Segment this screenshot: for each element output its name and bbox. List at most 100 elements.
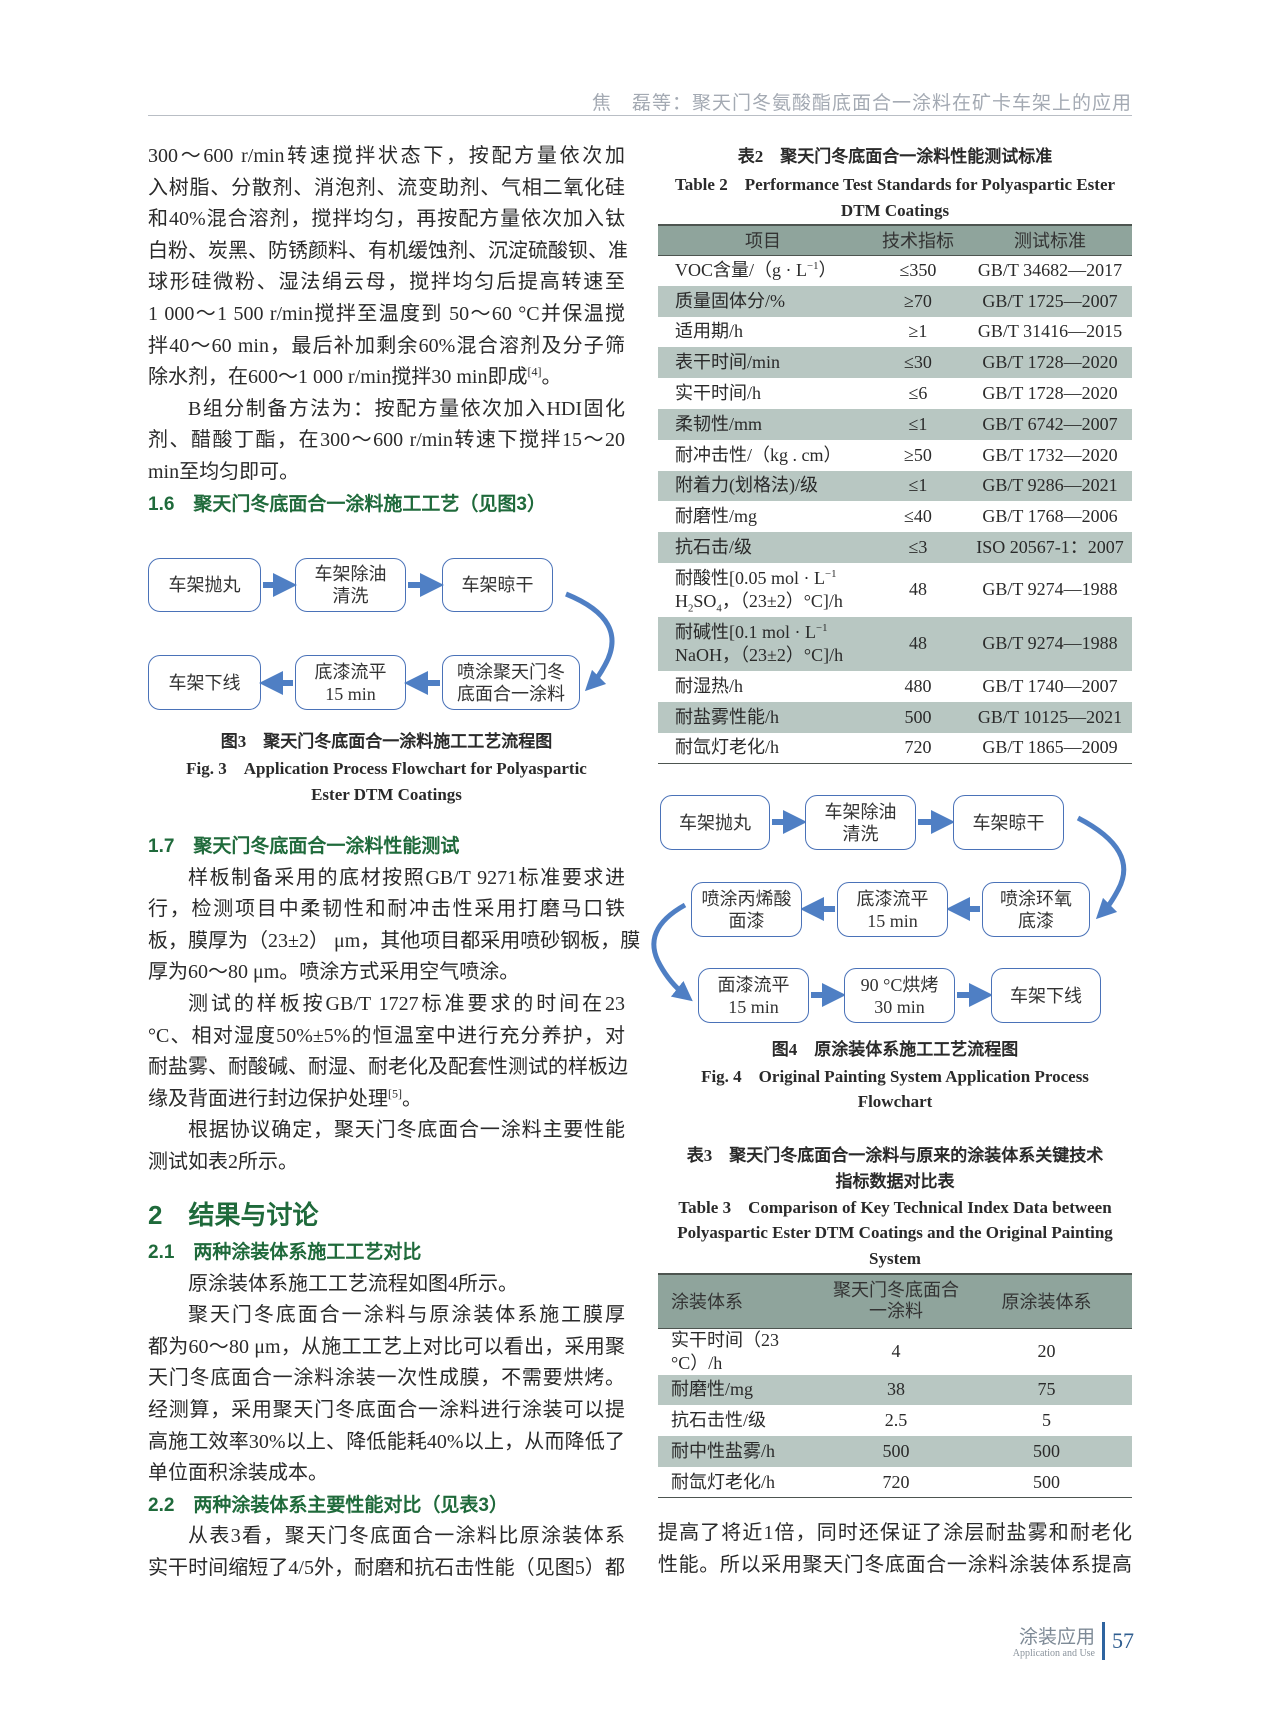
cell-original: 75 [961,1374,1132,1406]
cell-standard: GB/T 31416—2015 [977,321,1123,342]
text-line: 厚为60～80 μm。喷涂方式采用空气喷涂。 [148,961,520,984]
table-2-header: 技术指标 [868,225,968,256]
subscript: 4 [716,602,722,615]
cell-spec: ≤350 [899,260,937,281]
flow-step-label: 车架晾干 [461,575,534,595]
table-row: 附着力(划格法)/级 ≤1 GB/T 9286—2021 [658,470,1132,502]
cell-item: 耐氙灯老化/h [658,733,868,764]
superscript: [5] [388,1086,402,1101]
text-run: 耐冲击性/（kg . cm） [675,444,842,465]
table-2-title-cn: 表2 聚天门冬底面合一涂料性能测试标准 [737,147,1053,166]
text-line: 都为60～80 μm，从施工工艺上对比可以看出，采用聚 [148,1335,625,1358]
text-run: 。 [402,1087,422,1110]
cell-spec: 720 [904,737,932,758]
cell-item: 耐酸性[0.05 mol · L−1 H2SO4，（23±2）°C]/h [658,563,868,617]
cell-item: 实干时间/h [658,378,868,409]
page-number: 57 [1112,1628,1134,1653]
table-3-title-en-3: System [869,1249,921,1268]
cell-spec: ≤1 [868,470,968,502]
text-line: 单位面积涂装成本。 [148,1462,328,1485]
cell-item: 耐碱性[0.1 mol · L−1 NaOH，（23±2）°C]/h [658,616,868,671]
flow-step-label: 底漆 [1018,910,1054,931]
text-line: B组分制备方法为：按配方量依次加入HDI固化 [188,397,625,420]
table-row: 耐酸性[0.05 mol · L−1 H2SO4，（23±2）°C]/h 48 GB/… [658,563,1132,617]
flow-step-label: 面漆 [728,910,765,931]
cell-standard: GB/T 1768—2006 [982,506,1118,527]
section-2-heading: 2 结果与讨论 [148,1200,319,1230]
text-run: 缘及背面进行封边保护处理 [148,1087,388,1110]
table-row: 耐磨性/mg 38 75 [658,1374,1132,1406]
flow-step: 喷涂环氧 底漆 [982,882,1090,937]
left-block-1: 300～600 r/min转速搅拌状态下，按配方量依次加 入树脂、分散剂、消泡剂、… [148,141,628,520]
cell-standard: GB/T 10125—2021 [968,701,1132,733]
text-run: 耐酸性[0.05 mol · L [675,567,825,588]
figure-3-caption-cn: 图3 聚天门冬底面合一涂料施工工艺流程图 [220,732,553,751]
cell-original: 500 [961,1436,1132,1467]
cell-item: 抗石击/级 [658,532,868,563]
text-line: 实干时间缩短了4/5外，耐磨和抗石击性能（见图5）都 [148,1556,625,1579]
cell-item: 耐湿热/h [658,671,868,702]
cell-standard: GB/T 1732—2020 [982,444,1118,465]
cell-item: 耐中性盐雾/h [658,1436,831,1467]
text-run: 耐盐雾性能/h [675,706,780,727]
text-run: 抗石击/级 [675,537,753,558]
cell-item: 柔韧性/mm [658,408,868,440]
cell-polyaspartic: 2.5 [884,1410,908,1431]
cell-polyaspartic: 4 [891,1341,901,1361]
section-heading: 1.6 聚天门冬底面合一涂料施工工艺（见图3） [148,493,546,515]
text-line: 球形硅微粉、湿法绢云母，搅拌均匀后提高转速至 [148,271,625,294]
cell-spec: 48 [868,616,968,671]
text-line: min至均匀即可。 [148,460,300,483]
curved-arrow-icon [565,591,615,692]
flow-step-label: 喷涂聚天门冬 [457,661,565,682]
left-block-2: 1.7 聚天门冬底面合一涂料性能测试 样板制备采用的底材按照GB/T 9271标准… [148,831,641,1179]
figure-3-caption-en-1: Fig. 3 Application Process Flowchart for… [186,759,587,778]
superscript: −1 [816,621,828,634]
flow-step-label: 车架晾干 [972,812,1045,833]
table-row: 耐碱性[0.1 mol · L−1 NaOH，（23±2）°C]/h 48 GB/T … [658,616,1132,671]
flow-step: 底漆流平 15 min [295,655,406,710]
table-row: 表干时间/min ≤30 GB/T 1728—2020 [658,347,1132,379]
text-line: 板，膜厚为（23±2） μm，其他项目都采用喷砂钢板，膜 [148,929,641,952]
flow-step: 车架除油 清洗 [295,558,406,612]
figure-4-caption-cn: 图4 原涂装体系施工工艺流程图 [771,1040,1019,1059]
figure-4-caption-en-2: Flowchart [857,1092,933,1111]
text-line: 原涂装体系施工工艺流程如图4所示。 [188,1272,518,1295]
text-run: 附着力(划格法)/级 [675,475,818,496]
curved-arrow-icon [1076,815,1127,920]
section-heading: 2.2 两种涂装体系主要性能对比（见表3） [148,1494,508,1516]
text-line: 剂、醋酸丁酯，在300～600 r/min转速下搅拌15～20 [148,429,625,452]
table-2-title-en-2: DTM Coatings [840,201,950,220]
table-3-header: 聚天门冬底面合一涂料 [831,1274,961,1329]
text-run: 实干时间/h [675,383,762,404]
flow-step-label: 车架除油 [314,564,387,584]
figure-3-caption-en-2: Ester DTM Coatings [311,785,462,804]
flow-step-label: 车架抛丸 [168,575,241,595]
table-row: 耐氙灯老化/h 720 GB/T 1865—2009 [658,733,1132,764]
table-row: 耐盐雾性能/h 500 GB/T 10125—2021 [658,701,1132,733]
cell-item: VOC含量/（g · L−1） [658,255,868,286]
table-row: 耐氙灯老化/h 720 500 [658,1467,1132,1498]
table-row: 实干时间（23 °C）/h 4 20 [658,1328,1132,1375]
cell-item: 表干时间/min [658,347,868,379]
flow-step: 车架晾干 [442,558,553,612]
cell-spec: ≥70 [868,285,968,317]
right-column-text: 提高了将近1倍，同时还保证了涂层耐盐雾和耐老化 性能。所以采用聚天门冬底面合一涂… [658,1518,1132,1581]
table-row: 耐湿热/h 480 GB/T 1740—2007 [658,671,1132,702]
flow-step: 面漆流平 15 min [698,968,809,1023]
cell-spec: ≤40 [904,506,932,527]
flow-step: 喷涂丙烯酸 面漆 [691,882,802,937]
table-2-header: 测试标准 [968,225,1132,256]
text-line: 高施工效率30%以上、降低能耗40%以上，从而降低了 [148,1430,625,1453]
text-run: 耐湿热/h [675,675,744,696]
cell-standard: GB/T 1740—2007 [982,675,1118,696]
text-run: 除水剂，在600～1 000 r/min搅拌30 min即成 [148,366,528,389]
text-line: 白粉、炭黑、防锈颜料、有机缓蚀剂、沉淀硫酸钡、准 [148,239,628,262]
superscript: −1 [825,567,837,580]
cell-spec: 500 [868,701,968,733]
cell-item: 质量固体分/% [658,285,868,317]
text-line: 和40%混合溶剂，搅拌均匀，再按配方量依次加入钛 [148,208,625,231]
text-run: ，（23±2）°C]/h [721,590,843,611]
header-rule [148,115,1132,116]
footer-divider [1102,1622,1105,1660]
